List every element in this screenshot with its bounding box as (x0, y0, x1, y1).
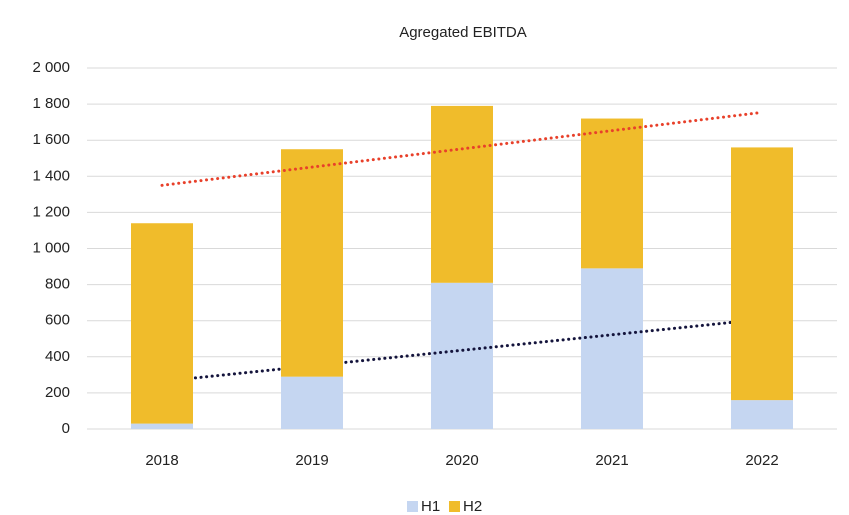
trendline (160, 317, 764, 383)
y-tick-label: 1 600 (32, 131, 70, 148)
bar-segment (731, 147, 793, 401)
legend-label: H2 (463, 498, 482, 515)
bar-segment (281, 376, 343, 429)
x-tick-label: 2018 (145, 452, 178, 469)
y-tick-label: 1 000 (32, 239, 70, 256)
x-tick-label: 2021 (595, 452, 628, 469)
trendline (160, 110, 764, 187)
y-tick-label: 800 (45, 276, 70, 293)
chart-title: Agregated EBITDA (399, 24, 527, 41)
x-tick-label: 2019 (295, 452, 328, 469)
bar-segment (581, 118, 643, 269)
bar-segment (731, 400, 793, 429)
x-tick-label: 2022 (745, 452, 778, 469)
y-tick-label: 1 800 (32, 95, 70, 112)
bar-segment (431, 282, 493, 429)
bar-segment (281, 149, 343, 377)
y-tick-label: 1 400 (32, 167, 70, 184)
y-tick-label: 1 200 (32, 203, 70, 220)
bar-segment (431, 105, 493, 283)
y-tick-label: 600 (45, 312, 70, 329)
bar-segment (131, 423, 193, 429)
legend-swatch (407, 501, 418, 512)
bar-segment (131, 223, 193, 424)
bar-segment (581, 268, 643, 429)
x-tick-label: 2020 (445, 452, 478, 469)
y-tick-label: 200 (45, 384, 70, 401)
y-tick-label: 2 000 (32, 59, 70, 76)
legend-label: H1 (421, 498, 440, 515)
y-tick-label: 400 (45, 348, 70, 365)
y-tick-label: 0 (62, 420, 70, 437)
legend-swatch (449, 501, 460, 512)
